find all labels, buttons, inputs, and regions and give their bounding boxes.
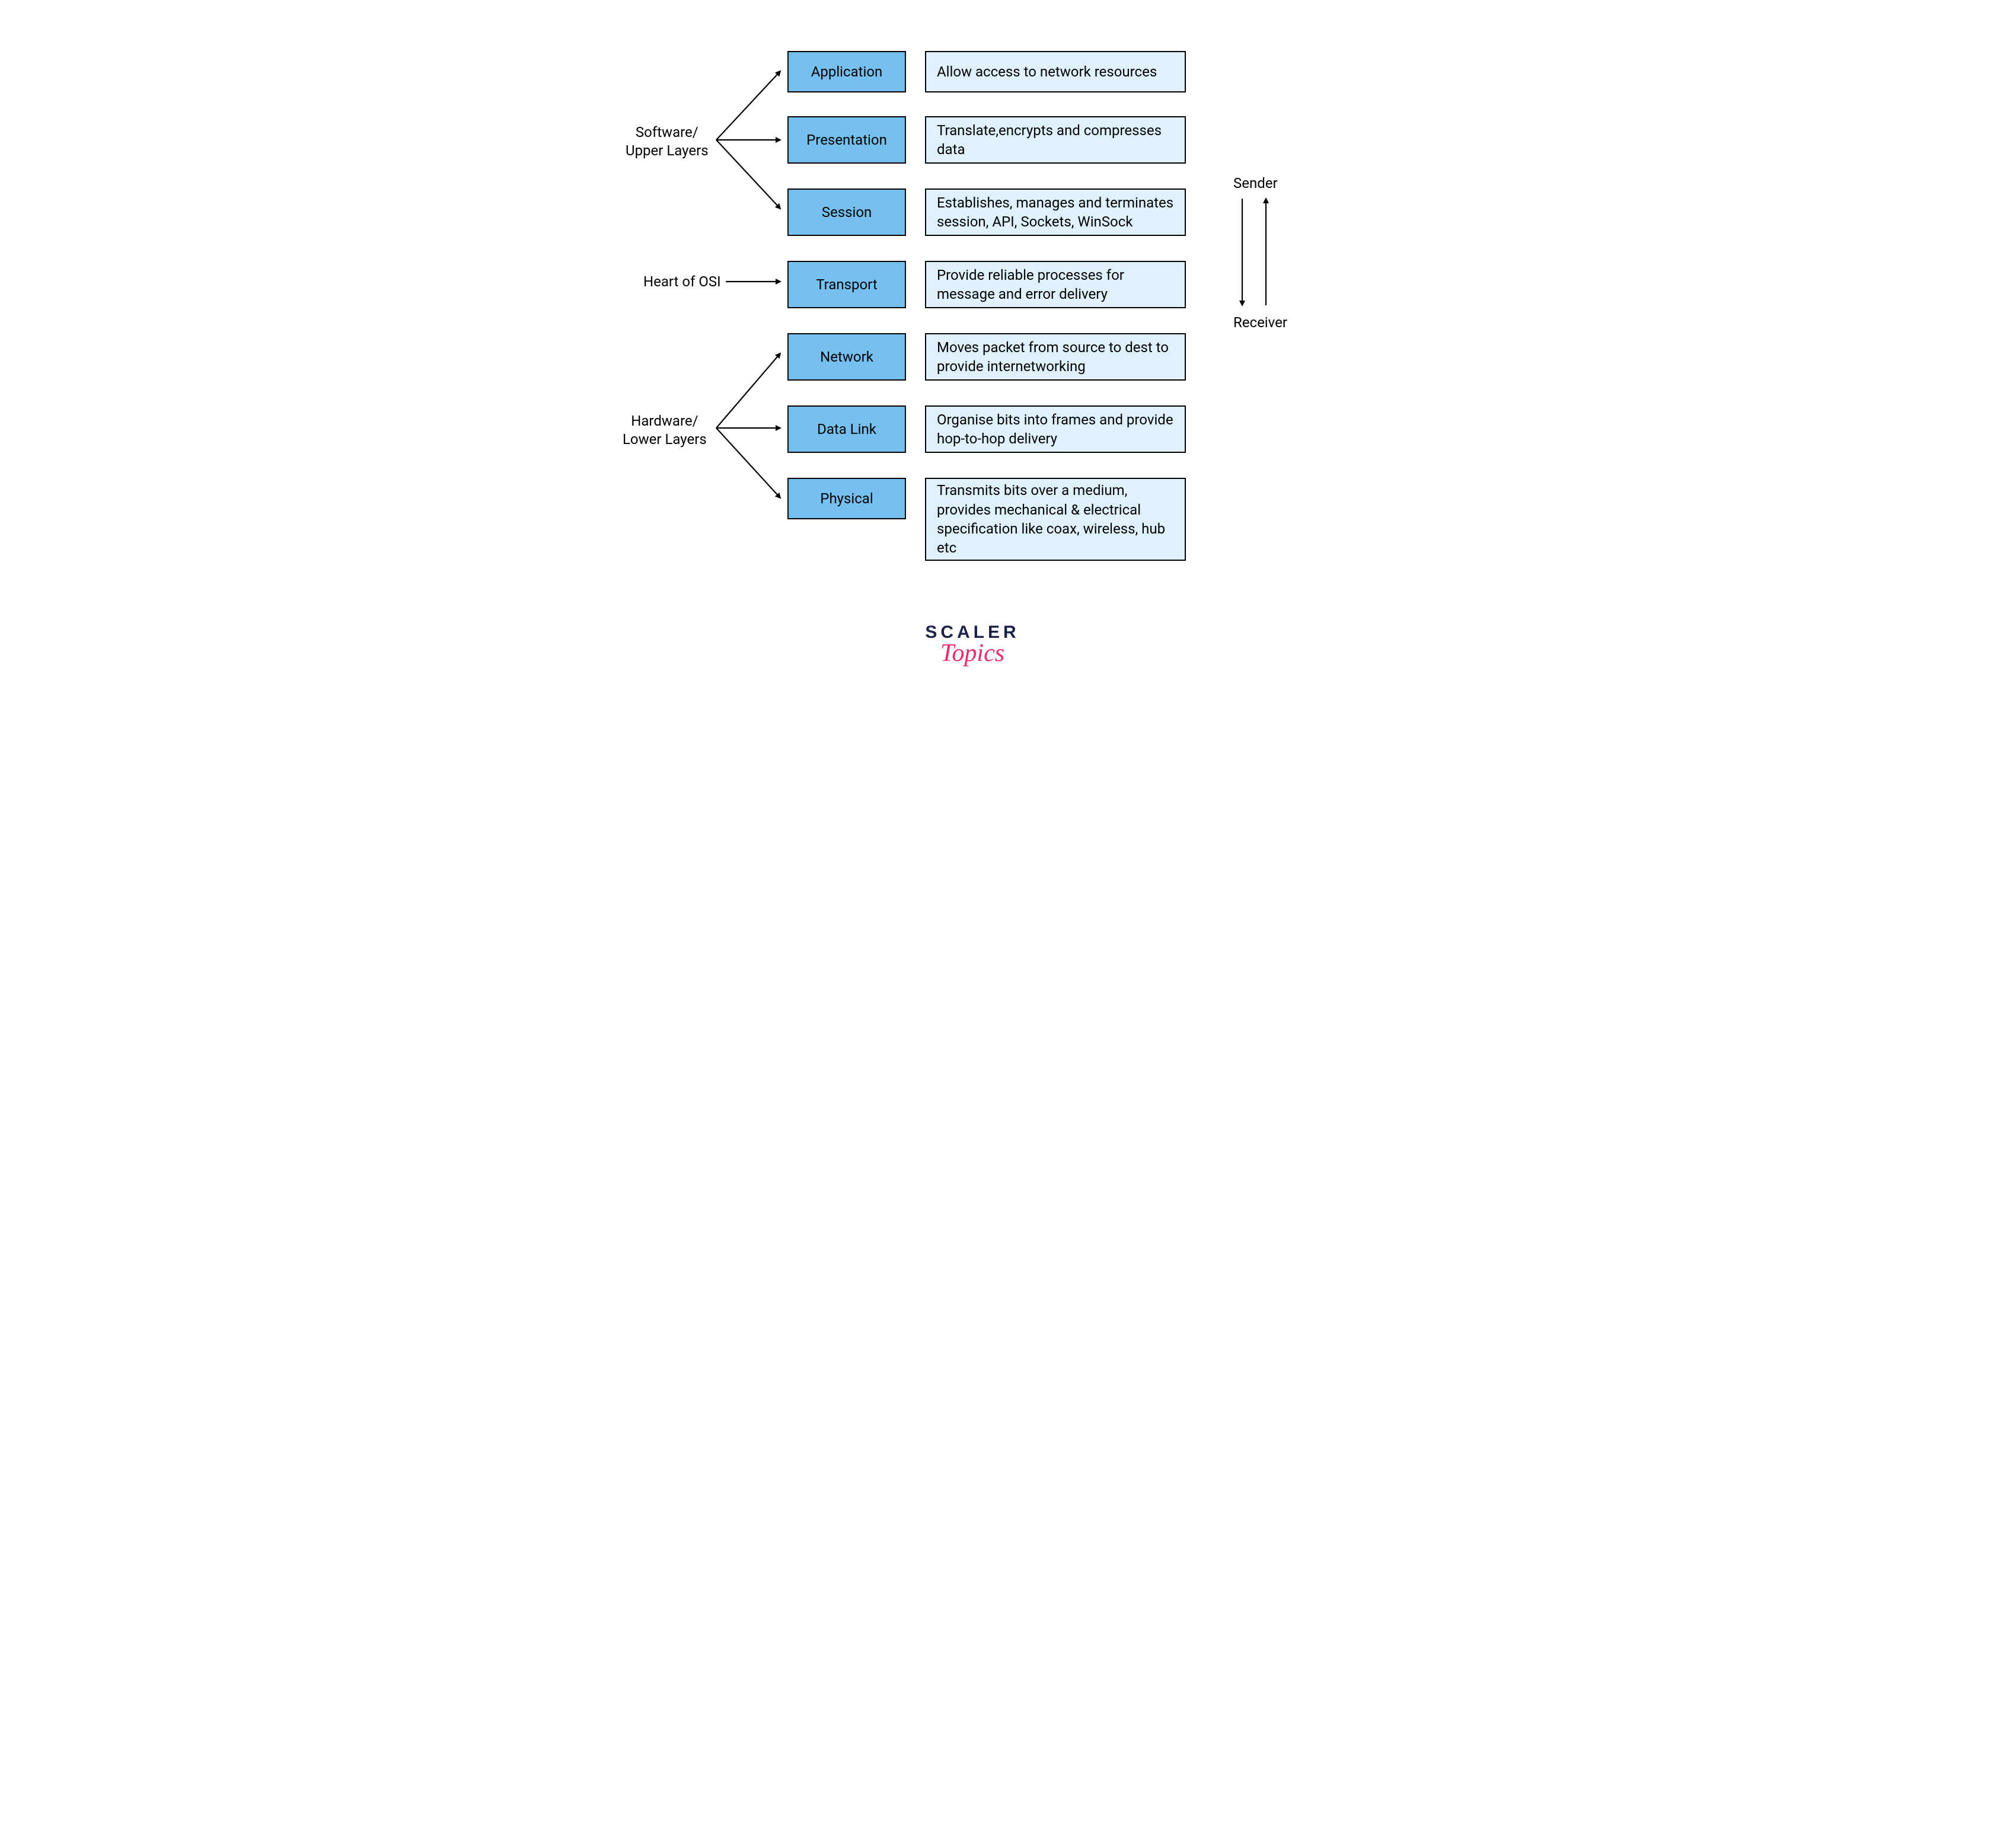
- group-lower-label: Hardware/ Lower Layers: [623, 412, 707, 449]
- layer-label: Session: [822, 204, 872, 221]
- layer-label: Transport: [816, 276, 878, 293]
- group-label-line: Upper Layers: [626, 142, 709, 159]
- osi-diagram: Application Presentation Session Transpo…: [569, 0, 1447, 794]
- group-label-line: Software/: [636, 124, 698, 140]
- desc-text: Allow access to network resources: [937, 62, 1157, 81]
- layer-physical: Physical: [787, 478, 906, 519]
- scaler-logo: SCALER Topics: [901, 622, 1044, 667]
- layer-datalink: Data Link: [787, 405, 906, 453]
- desc-transport: Provide reliable processes for message a…: [925, 261, 1186, 308]
- desc-text: Provide reliable processes for message a…: [937, 266, 1174, 304]
- group-label-line: Heart of OSI: [643, 273, 721, 290]
- group-heart-label: Heart of OSI: [643, 273, 721, 291]
- desc-session: Establishes, manages and terminates sess…: [925, 189, 1186, 236]
- logo-sub: Topics: [901, 639, 1044, 667]
- arrow-lower-3: [716, 428, 780, 498]
- side-text: Sender: [1233, 175, 1278, 191]
- group-label-line: Lower Layers: [623, 431, 707, 448]
- layer-presentation: Presentation: [787, 116, 906, 164]
- arrow-upper-3: [716, 140, 780, 209]
- desc-application: Allow access to network resources: [925, 51, 1186, 92]
- desc-text: Transmits bits over a medium, provides m…: [937, 481, 1174, 558]
- arrow-lower-1: [716, 353, 780, 428]
- layer-session: Session: [787, 189, 906, 236]
- layer-transport: Transport: [787, 261, 906, 308]
- layer-label: Data Link: [817, 421, 876, 437]
- desc-text: Establishes, manages and terminates sess…: [937, 193, 1174, 232]
- layer-application: Application: [787, 51, 906, 92]
- group-upper-label: Software/ Upper Layers: [626, 123, 709, 160]
- desc-text: Translate,encrypts and compresses data: [937, 121, 1174, 159]
- layer-label: Presentation: [806, 132, 887, 148]
- desc-text: Moves packet from source to dest to prov…: [937, 338, 1174, 376]
- arrow-upper-1: [716, 71, 780, 140]
- desc-datalink: Organise bits into frames and provide ho…: [925, 405, 1186, 453]
- side-text: Receiver: [1233, 314, 1287, 331]
- desc-presentation: Translate,encrypts and compresses data: [925, 116, 1186, 164]
- desc-physical: Transmits bits over a medium, provides m…: [925, 478, 1186, 561]
- layer-label: Physical: [820, 490, 873, 507]
- receiver-label: Receiver: [1233, 314, 1287, 331]
- layer-label: Network: [820, 349, 873, 365]
- desc-network: Moves packet from source to dest to prov…: [925, 333, 1186, 381]
- layer-network: Network: [787, 333, 906, 381]
- layer-label: Application: [811, 63, 883, 80]
- desc-text: Organise bits into frames and provide ho…: [937, 410, 1174, 449]
- sender-label: Sender: [1233, 175, 1278, 191]
- group-label-line: Hardware/: [631, 413, 698, 429]
